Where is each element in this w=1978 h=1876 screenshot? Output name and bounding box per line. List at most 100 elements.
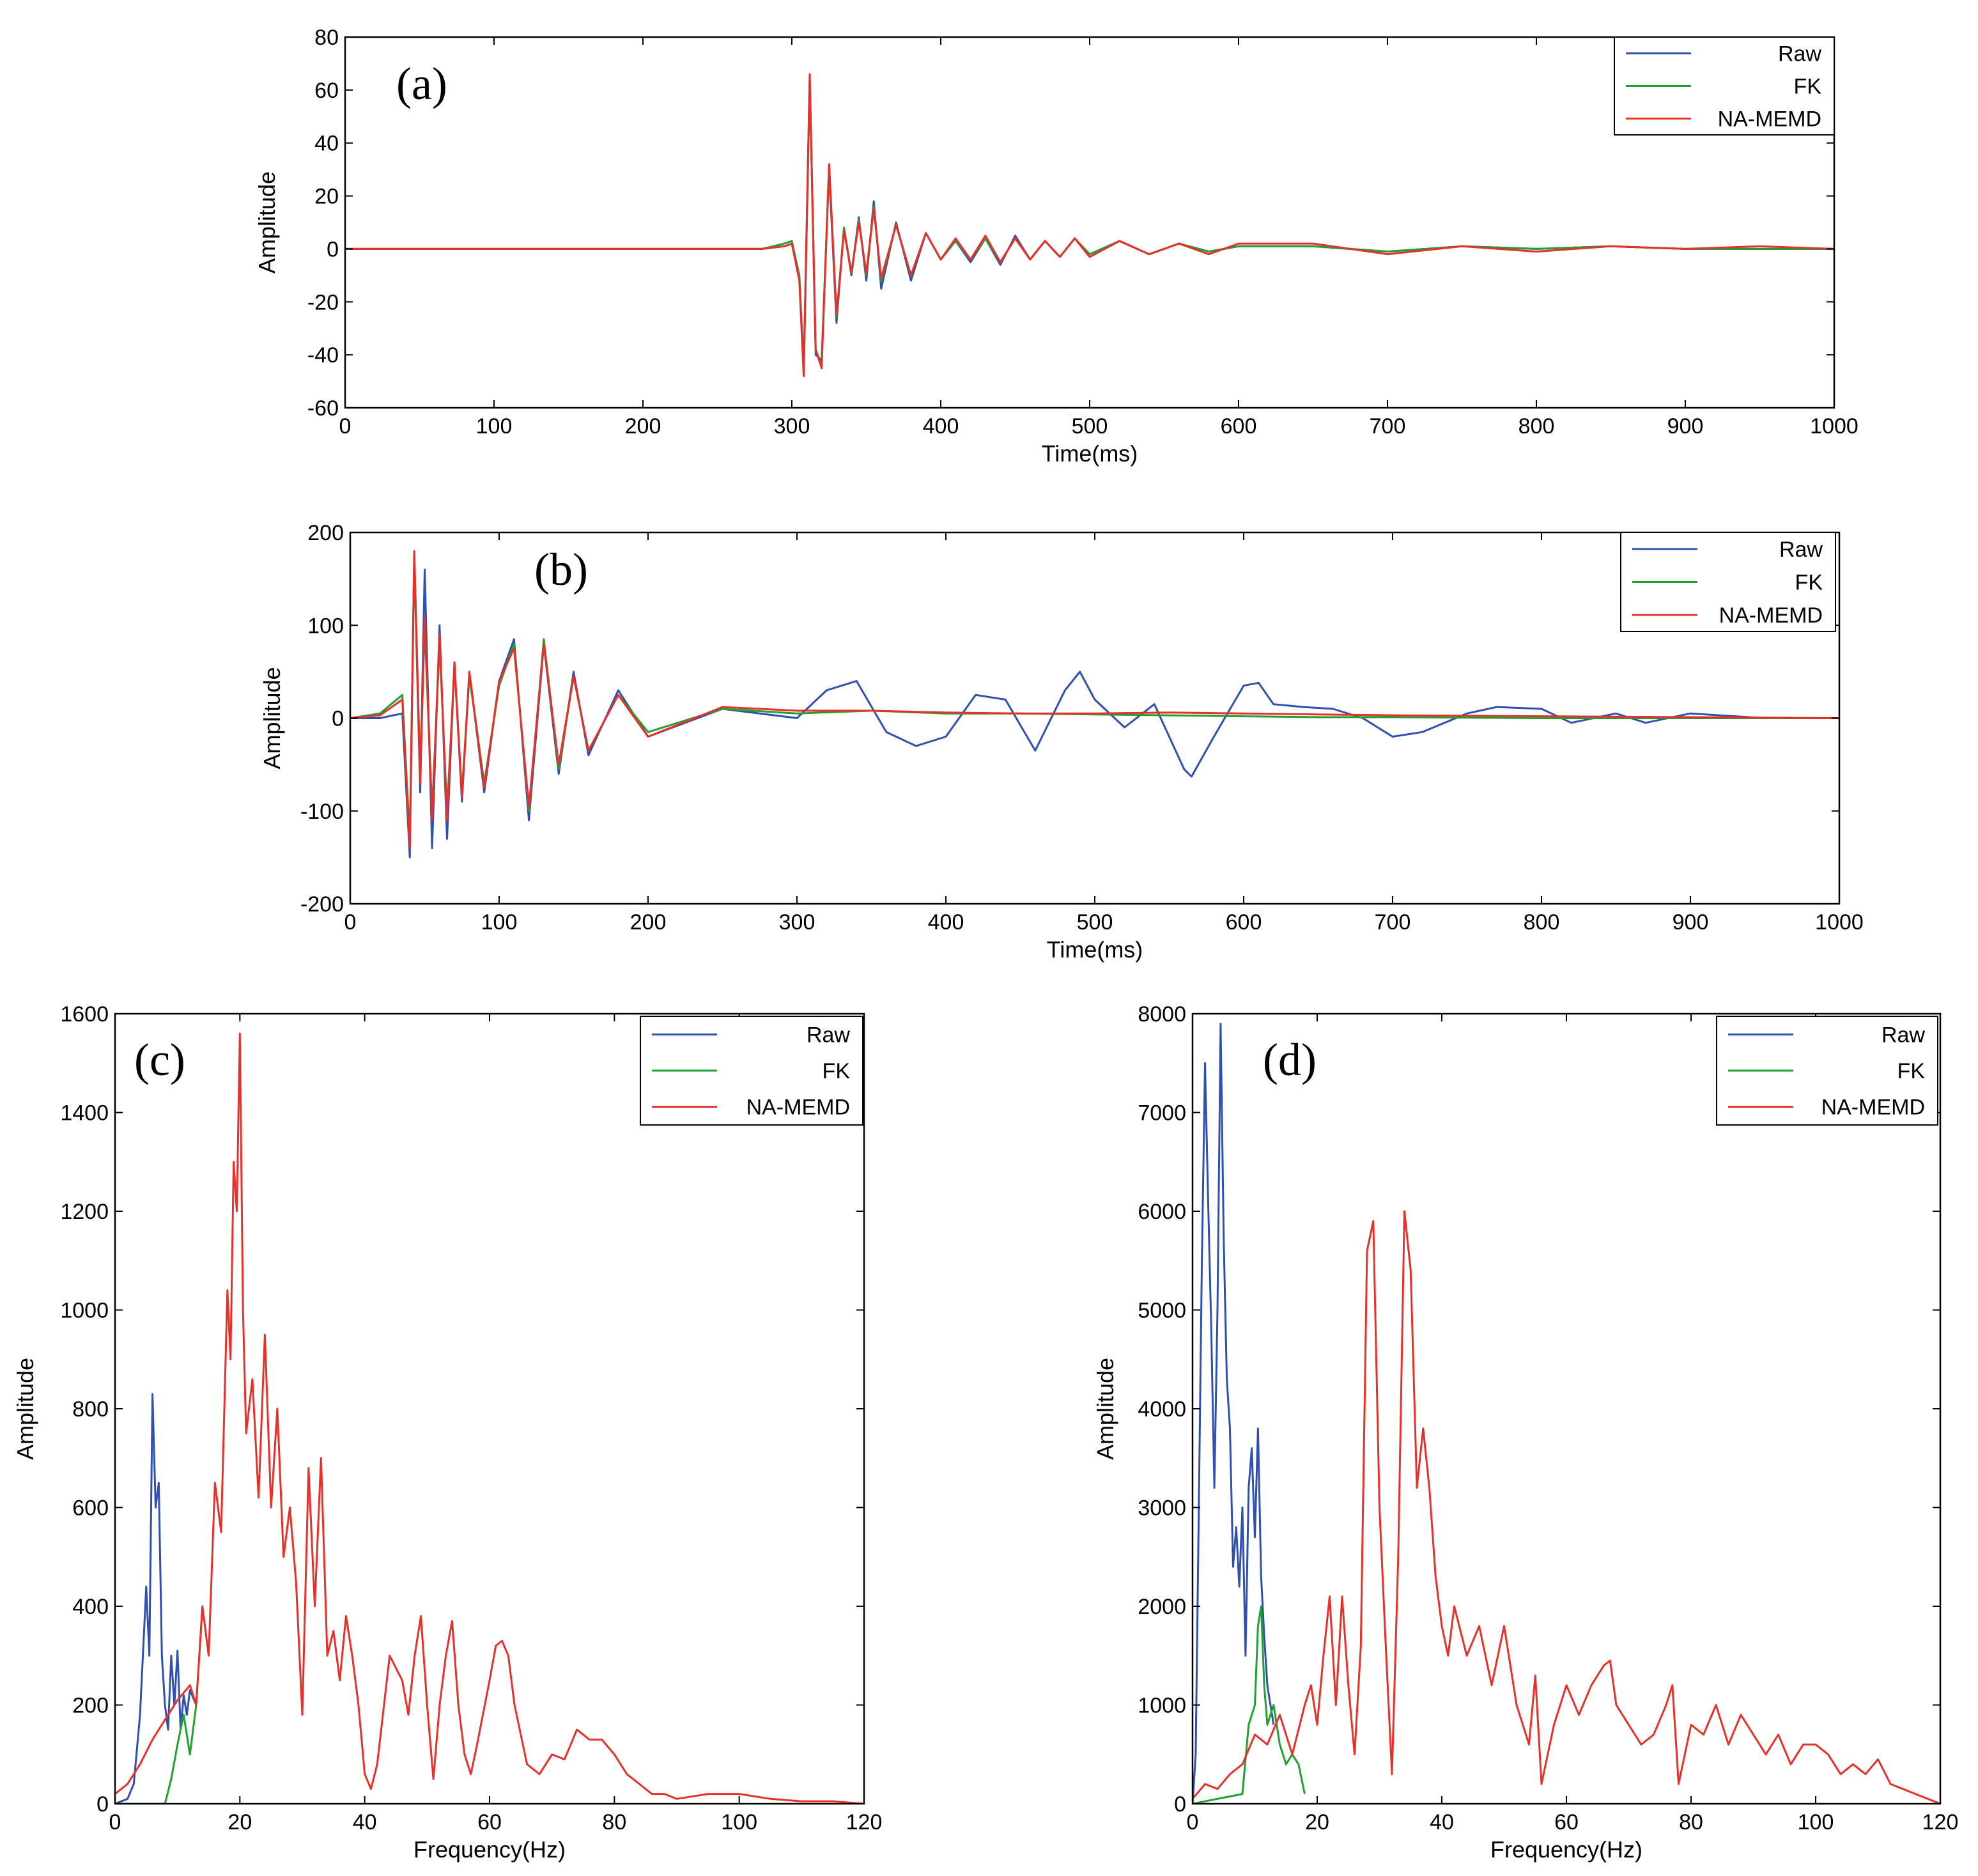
x-tick-label: 0 (339, 414, 352, 438)
x-tick-label: 700 (1370, 414, 1406, 438)
y-tick-label: 40 (314, 132, 339, 156)
y-tick-label: 1200 (60, 1200, 109, 1224)
x-tick-label: 700 (1375, 910, 1411, 934)
chart-panel-a: 0 100 200 300 400 500 600 700 800 900 1000-60-40-2… (254, 26, 1858, 467)
x-tick-label: 100 (481, 910, 518, 934)
y-tick-label: 0 (1174, 1792, 1186, 1817)
y-tick-label: -100 (300, 800, 344, 824)
x-tick-label: 80 (602, 1810, 626, 1834)
x-tick-label: 1000 (1810, 414, 1858, 438)
series-line-na-memd (350, 550, 1839, 849)
series-line-na-memd (1193, 1210, 1940, 1804)
series-line-raw (115, 1393, 197, 1804)
x-tick-label: 900 (1667, 414, 1704, 438)
y-tick-label: 1000 (60, 1299, 109, 1323)
series-line-fk (1193, 1605, 1306, 1804)
legend-label: NA-MEMD (1718, 107, 1821, 132)
x-tick-label: 300 (779, 910, 815, 934)
y-tick-label: -60 (307, 396, 339, 421)
y-axis-label: Amplitude (1092, 1358, 1118, 1460)
series-line-fk (350, 552, 1839, 840)
x-tick-label: 900 (1673, 910, 1709, 934)
legend-label: Raw (1778, 42, 1821, 66)
x-tick-label: 800 (1518, 414, 1555, 438)
y-tick-label: 5000 (1138, 1299, 1186, 1323)
legend-label: FK (1897, 1059, 1926, 1083)
y-tick-label: 1400 (60, 1101, 109, 1126)
x-axis-label: Time(ms) (1047, 936, 1143, 963)
y-tick-label: -20 (307, 290, 339, 314)
y-tick-label: 2000 (1138, 1595, 1186, 1619)
panel-label: (a) (396, 58, 447, 109)
x-tick-label: 500 (1077, 910, 1113, 934)
y-tick-label: 1600 (60, 1002, 109, 1027)
y-tick-label: 80 (314, 26, 339, 50)
x-tick-label: 100 (476, 414, 513, 438)
series-line-fk (345, 78, 1834, 377)
legend-label: NA-MEMD (1821, 1096, 1925, 1120)
x-tick-label: 60 (1554, 1810, 1579, 1834)
y-tick-label: 6000 (1138, 1200, 1186, 1224)
legend-label: Raw (1779, 538, 1823, 562)
y-tick-label: 200 (72, 1694, 109, 1718)
x-tick-label: 600 (1221, 414, 1257, 438)
x-tick-label: 80 (1679, 1810, 1703, 1834)
x-tick-label: 20 (228, 1810, 252, 1834)
y-tick-label: 0 (97, 1792, 109, 1817)
y-tick-label: 7000 (1138, 1101, 1186, 1126)
y-tick-label: 600 (72, 1496, 109, 1521)
chart-panel-c: 0 20 40 60 80 100 1200200400600800100012001400… (12, 1002, 882, 1863)
x-tick-label: 800 (1524, 910, 1560, 934)
x-tick-label: 500 (1072, 414, 1108, 438)
x-tick-label: 200 (625, 414, 661, 438)
plot-frame (344, 36, 1835, 409)
legend-label: FK (1794, 75, 1822, 99)
series-line-raw (350, 554, 1839, 858)
y-tick-label: -40 (307, 343, 339, 368)
x-axis-label: Frequency(Hz) (413, 1836, 566, 1863)
y-tick-label: 200 (307, 521, 344, 545)
x-tick-label: 400 (923, 414, 959, 438)
x-tick-label: 300 (774, 414, 810, 438)
y-axis-label: Amplitude (12, 1358, 38, 1460)
x-tick-label: 0 (1187, 1810, 1199, 1834)
x-tick-label: 40 (353, 1810, 377, 1834)
y-tick-label: 4000 (1138, 1397, 1186, 1422)
y-tick-label: 100 (307, 614, 344, 638)
x-tick-label: 0 (109, 1810, 121, 1834)
y-axis-label: Amplitude (254, 171, 280, 274)
x-tick-label: 100 (1798, 1810, 1834, 1834)
panel-label: (d) (1263, 1034, 1317, 1085)
x-axis-label: Frequency(Hz) (1490, 1836, 1642, 1863)
x-tick-label: 120 (846, 1810, 883, 1834)
series-line-na-memd (115, 1032, 864, 1804)
y-tick-label: 0 (327, 237, 339, 261)
y-tick-label: 8000 (1138, 1002, 1186, 1027)
x-tick-label: 1000 (1815, 910, 1864, 934)
series-line-raw (345, 75, 1834, 369)
legend-label: Raw (1881, 1023, 1925, 1047)
legend-label: NA-MEMD (1719, 603, 1823, 628)
chart-panel-d: 0 20 40 60 80 100 120 0 1000 2000 3000 4000 5000 6000… (1092, 1002, 1958, 1863)
y-tick-label: 0 (332, 707, 344, 731)
x-axis-label: Time(ms) (1042, 440, 1138, 467)
y-tick-label: 1000 (1138, 1694, 1186, 1718)
x-tick-label: 100 (721, 1810, 757, 1834)
chart-panel-b: 0 100 200 300 400 500 600 700 800 900 1000-200-100… (259, 521, 1864, 963)
x-tick-label: 40 (1430, 1810, 1454, 1834)
x-tick-label: 600 (1226, 910, 1262, 934)
x-tick-label: 60 (477, 1810, 502, 1834)
y-tick-label: 800 (72, 1397, 109, 1422)
x-tick-label: 20 (1305, 1810, 1329, 1834)
legend-label: FK (1795, 571, 1823, 595)
y-tick-label: 20 (314, 185, 339, 209)
y-tick-label: 3000 (1138, 1496, 1186, 1521)
legend-label: FK (823, 1059, 851, 1083)
series-line-na-memd (345, 73, 1834, 377)
y-tick-label: -200 (300, 892, 344, 917)
legend-label: Raw (807, 1023, 850, 1047)
x-tick-label: 200 (630, 910, 667, 934)
legend: Raw FK NA-MEMD (640, 1016, 863, 1126)
legend-label: NA-MEMD (746, 1096, 850, 1120)
